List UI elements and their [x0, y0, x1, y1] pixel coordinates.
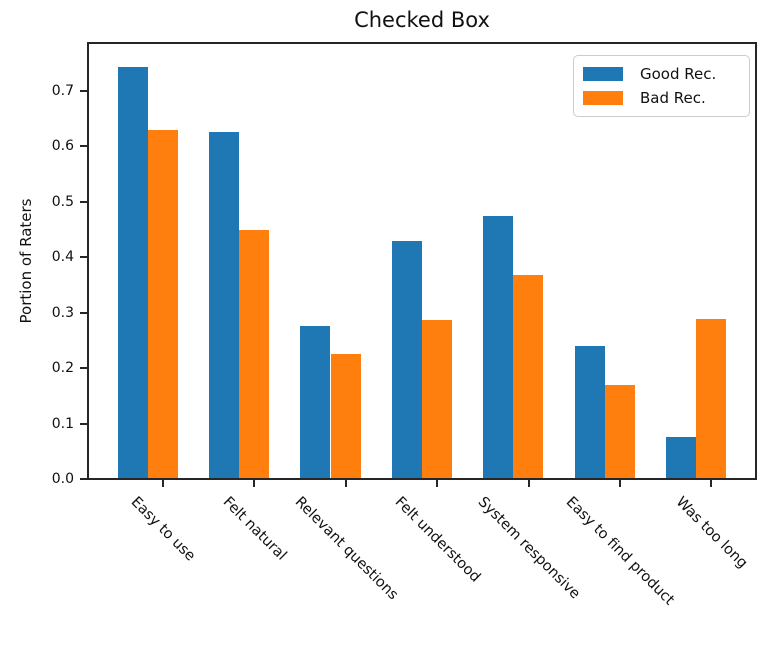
chart-title: Checked Box — [354, 8, 490, 32]
y-tick-mark — [80, 311, 87, 314]
bar-bad-1 — [239, 230, 270, 478]
bar-bad-2 — [330, 354, 361, 478]
bar-good-3 — [391, 241, 422, 478]
bar-bad-3 — [422, 320, 452, 478]
legend-label: Bad Rec. — [640, 88, 706, 107]
y-tick-label: 0.3 — [51, 304, 74, 321]
bar-good-6 — [666, 437, 696, 478]
y-tick-mark — [80, 256, 87, 258]
y-tick-label: 0.0 — [51, 471, 74, 487]
legend-label: Good Rec. — [640, 65, 717, 84]
x-tick-label: Easy to use — [127, 494, 199, 565]
bar-good-2 — [300, 326, 331, 478]
x-tick-mark — [710, 480, 713, 487]
y-tick-label: 0.5 — [51, 193, 74, 210]
x-tick-mark — [253, 480, 256, 487]
y-tick-mark — [80, 367, 87, 369]
x-tick-mark — [619, 480, 621, 487]
bar-bad-5 — [604, 385, 635, 478]
bar-good-4 — [483, 216, 514, 478]
legend: Good Rec. Bad Rec. — [573, 55, 750, 117]
x-tick-mark — [527, 480, 530, 487]
x-tick-label: Felt natural — [219, 494, 290, 564]
legend-swatch-good — [583, 67, 623, 82]
legend-swatch-bad — [583, 90, 623, 105]
x-tick-mark — [436, 480, 439, 487]
y-tick-label: 0.2 — [51, 360, 74, 376]
y-tick-label: 0.4 — [51, 249, 74, 265]
bar-good-1 — [209, 132, 239, 478]
x-tick-mark — [162, 480, 164, 487]
x-tick-label: Relevant questions — [291, 494, 401, 604]
y-tick-label: 0.7 — [51, 82, 74, 99]
bar-bad-0 — [147, 130, 178, 478]
bar-good-5 — [574, 346, 605, 478]
y-tick-mark — [80, 200, 87, 203]
x-tick-label: Felt understood — [391, 494, 484, 586]
x-tick-label: Was too long — [672, 494, 751, 572]
y-tick-mark — [80, 89, 87, 92]
y-tick-mark — [80, 478, 87, 480]
y-tick-mark — [80, 422, 87, 425]
bar-bad-6 — [696, 319, 727, 478]
y-tick-label: 0.1 — [51, 415, 74, 432]
y-tick-label: 0.6 — [51, 138, 74, 154]
y-tick-mark — [80, 145, 87, 147]
legend-entry: Good Rec. — [583, 65, 739, 83]
bar-bad-4 — [513, 275, 544, 478]
x-tick-mark — [344, 480, 347, 487]
bar-good-0 — [117, 67, 148, 478]
legend-entry: Bad Rec. — [583, 89, 739, 107]
